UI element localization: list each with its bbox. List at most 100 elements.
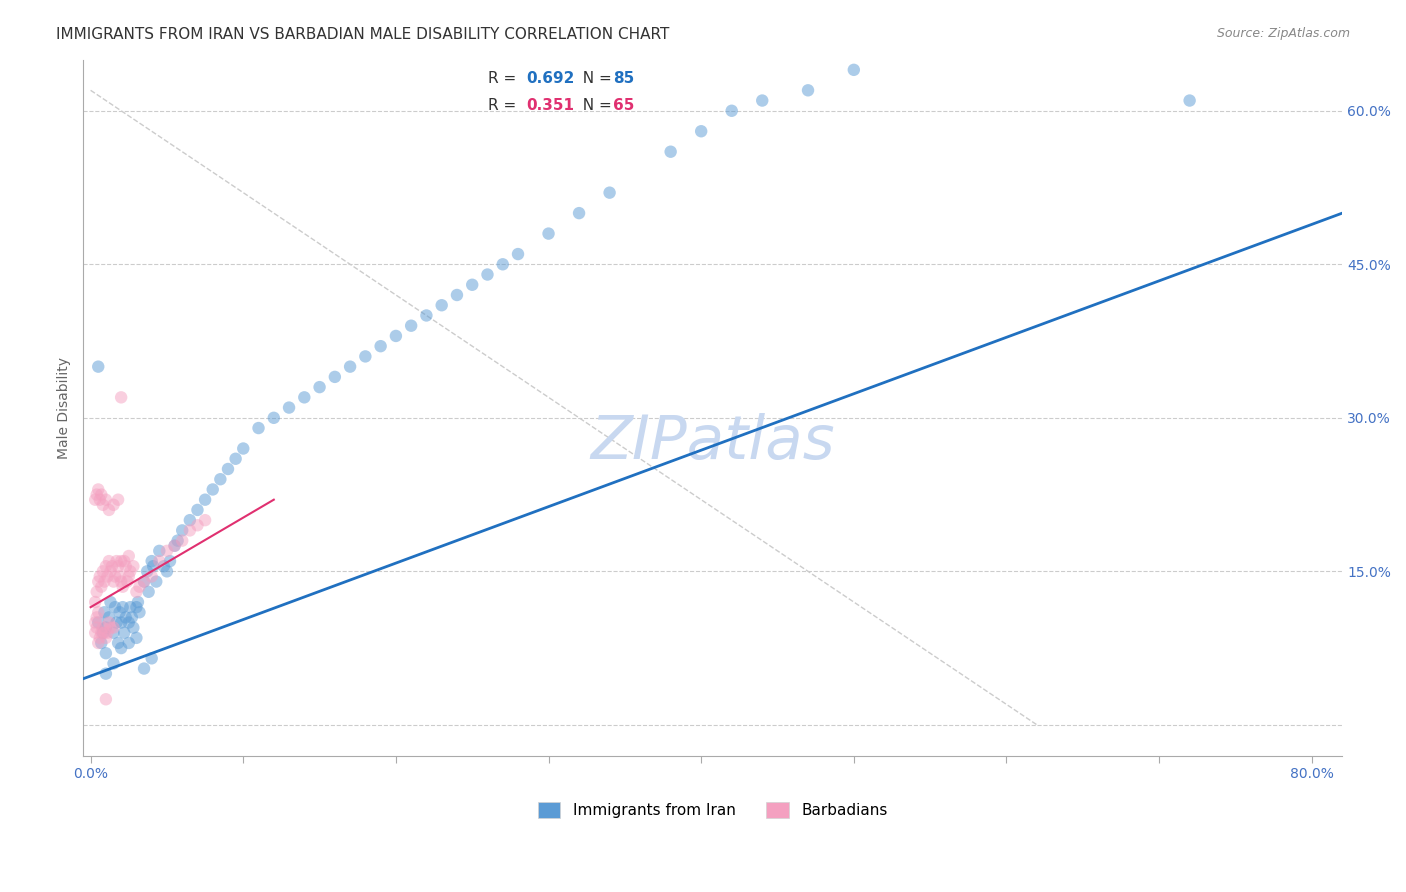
Point (117, 574, 139, 589)
Point (132, 574, 155, 589)
Point (120, 565, 142, 579)
Point (118, 636, 141, 650)
Point (179, 513, 201, 527)
Point (91, 565, 114, 579)
Point (112, 554, 135, 568)
Point (125, 631, 148, 645)
Point (94, 666, 117, 681)
Point (461, 277, 484, 292)
Point (118, 569, 141, 583)
Point (86, 621, 108, 635)
Point (201, 483, 224, 497)
Point (90, 580, 112, 594)
Point (446, 288, 468, 302)
Point (87, 605, 110, 619)
Point (100, 621, 122, 635)
Text: Source: ZipAtlas.com: Source: ZipAtlas.com (1216, 27, 1350, 40)
Point (94, 621, 117, 635)
Point (84, 615, 107, 630)
Point (90, 636, 112, 650)
Point (128, 580, 150, 594)
Point (132, 574, 155, 589)
Point (107, 492, 129, 507)
Point (110, 390, 132, 404)
Point (114, 559, 136, 574)
Point (120, 600, 142, 615)
Point (125, 584, 148, 599)
Point (136, 565, 159, 579)
Point (110, 554, 132, 568)
Point (110, 641, 132, 656)
Point (430, 298, 453, 312)
Point (89, 569, 111, 583)
Point (121, 610, 143, 624)
Point (148, 554, 170, 568)
Text: 0.692: 0.692 (526, 71, 575, 87)
Point (111, 580, 134, 594)
Point (292, 390, 315, 404)
Point (103, 657, 125, 671)
Point (103, 621, 125, 635)
Point (93, 574, 115, 589)
Text: 85: 85 (613, 71, 634, 87)
Point (101, 559, 124, 574)
Point (104, 600, 127, 615)
Point (94, 692, 117, 706)
Point (141, 569, 163, 583)
Point (537, 227, 560, 241)
Point (323, 370, 346, 384)
Point (217, 462, 239, 476)
Point (94, 492, 117, 507)
Point (308, 380, 330, 394)
Point (87, 615, 110, 630)
Point (278, 401, 301, 415)
Point (86, 610, 108, 624)
Point (354, 350, 377, 364)
Point (118, 615, 141, 630)
Point (84, 625, 107, 640)
Point (141, 554, 163, 568)
Point (263, 410, 285, 425)
Point (100, 565, 122, 579)
Point (842, 62, 865, 77)
Point (103, 574, 125, 589)
Point (125, 600, 148, 615)
Point (156, 565, 179, 579)
Point (93, 625, 115, 640)
Point (194, 492, 217, 507)
Point (166, 533, 188, 548)
Point (599, 186, 621, 200)
Point (111, 600, 134, 615)
Point (110, 615, 132, 630)
Point (97, 554, 120, 568)
Point (110, 574, 132, 589)
Point (105, 554, 128, 568)
Point (138, 584, 160, 599)
Point (247, 421, 270, 435)
Point (797, 83, 820, 97)
Point (86, 584, 108, 599)
Point (97, 615, 120, 630)
Point (84, 492, 107, 507)
Point (103, 625, 125, 640)
Point (97, 503, 120, 517)
Point (163, 539, 186, 553)
Point (94, 646, 117, 660)
Point (506, 247, 529, 261)
Point (127, 595, 149, 609)
Point (105, 615, 128, 630)
Point (108, 569, 131, 583)
Point (90, 625, 112, 640)
Text: ZIPatlas: ZIPatlas (591, 413, 835, 472)
Point (209, 472, 232, 486)
Point (96, 625, 118, 640)
Point (399, 318, 422, 333)
Point (118, 549, 141, 563)
Point (186, 503, 208, 517)
Point (132, 662, 155, 676)
Point (153, 559, 176, 574)
Point (142, 559, 165, 574)
Y-axis label: Male Disability: Male Disability (58, 357, 72, 458)
Point (568, 206, 591, 220)
Text: 0.351: 0.351 (526, 98, 574, 112)
